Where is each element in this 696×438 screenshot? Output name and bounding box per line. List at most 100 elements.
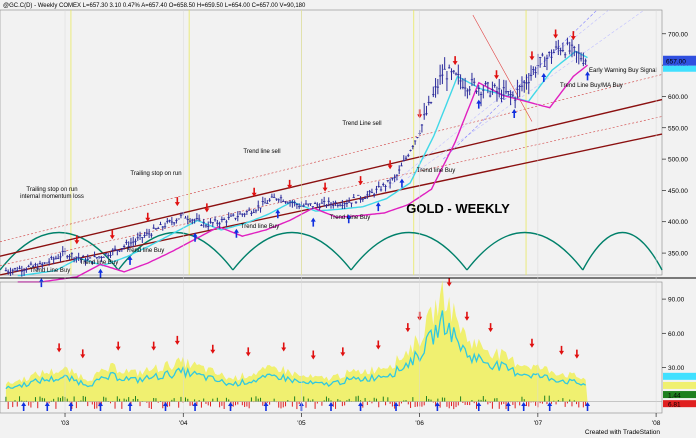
buy-signal-arrow [476,99,482,109]
osc-sell-arrow [375,340,381,350]
osc-sell-arrow [310,350,316,360]
buy-signal-arrow [399,178,405,188]
osc-buy-arrow [328,402,334,411]
sell-signal-arrow [109,230,115,240]
osc-sell-arrow [80,349,86,359]
annotation: Trailing stop on run [130,171,181,177]
sell-signal-arrow [174,197,180,207]
footer-credit: Created with TradeStation [585,429,661,436]
y-tick-label: 600.00 [668,94,688,101]
annotation-trailing-stop-internal-1: Trailing stop on run internal momentum lo… [20,187,84,200]
osc-buy-arrow [127,402,133,411]
osc-sell-arrow [559,345,565,355]
oscillator-frame [0,281,663,414]
osc-buy-arrow [68,402,74,411]
osc-buy-arrow [163,402,168,411]
osc-buy-arrow [228,402,234,411]
annotation: Trend line Buy [241,224,279,230]
buy-signal-arrow [310,217,316,227]
y-tick-label: 500.00 [668,157,688,164]
trend-channel-upper [0,98,663,257]
channel-dotted [0,116,663,266]
osc-sell-arrow [174,335,180,345]
sell-signal-arrow [494,70,499,80]
annotation: Trend Line Buy/MA Buy [560,83,623,89]
sell-signal-arrow [358,176,364,186]
sell-signal-arrow [570,31,576,41]
oscillator-line [5,310,586,390]
annotation: Trend line Buy [80,260,118,266]
osc-buy-arrow [393,402,399,411]
osc-buy-arrow [521,402,527,411]
last-price-label: 657.00 [666,59,686,66]
oscillator-panel: 90.00 60.00 30.00 1.44 6.81 '03 '04 '05 '06 '07 '0… [0,277,696,427]
osc-buy-arrow [21,402,27,411]
osc-buy-arrow [476,402,482,411]
osc-sell-arrow [210,344,216,354]
ma-badge [663,65,696,72]
header-text: @GC.C(D) - Weekly COMEX L=657.30 3.10 0.… [3,3,306,9]
fan-line [443,9,598,160]
osc-buy-arrow [585,402,591,411]
buy-signal-arrow [38,278,44,288]
osc-sell-arrow [405,323,411,333]
osc-value-badge [663,400,696,408]
osc-sell-arrow [245,347,251,357]
sell-signal-arrow [251,187,257,197]
osc-value-badge [663,381,696,389]
osc-y-tick-label: 60.00 [668,331,685,338]
x-tick-label: '03 [61,420,70,427]
buy-signal-arrow [127,255,133,265]
price-frame [0,9,663,276]
buy-signal-arrow [275,209,281,219]
y-tick-label: 400.00 [668,219,688,226]
x-tick-label: '07 [534,420,543,427]
channel-dotted [0,74,663,243]
fan-line [472,14,533,122]
fan-line [384,9,609,191]
osc-y-tick-label: 30.00 [668,365,685,372]
osc-sell-arrow [151,341,157,351]
osc-last-value: 1.44 [668,393,681,400]
price-panel: 700.00650.00600.00550.00500.00450.00400.… [0,9,696,288]
sell-signal-arrow [74,235,80,245]
y-tick-label: 550.00 [668,125,688,132]
annotation: Trend Line sell [342,121,381,127]
osc-sell-arrow [115,341,121,351]
annotation: Trend Line Buy [330,215,370,221]
sell-signal-arrow [145,212,151,222]
y-tick-label: 350.00 [668,251,688,258]
osc-buy-arrow [263,402,269,411]
sell-signal-arrow [322,182,328,192]
osc-y-tick-label: 90.00 [668,297,685,304]
sell-signal-arrow [553,29,559,39]
osc-sell-arrow [340,347,346,357]
buy-signal-arrow [541,72,547,82]
buy-signal-arrow [192,232,198,242]
osc-buy-arrow [97,402,103,411]
osc-buy-arrow [44,402,50,411]
y-tick-label: 700.00 [668,31,688,38]
buy-signal-arrow [97,268,103,278]
last-price-badge [663,55,696,66]
osc-sell-arrow [574,349,580,359]
osc-buy-arrow [192,402,198,411]
osc-sell-arrow [446,277,452,287]
osc-sell-arrow [488,323,494,333]
annotation: Trend Line Buy [30,268,70,274]
osc-last-value: 6.81 [668,402,681,409]
osc-sell-arrow [464,311,470,321]
osc-value-badge [663,391,696,399]
annotation: Trend line Buy [417,168,455,174]
osc-buy-arrow [434,402,440,411]
x-tick-label: '05 [297,420,306,427]
buy-signal-arrow [233,228,239,238]
buy-signal-arrow [585,71,591,81]
x-tick-label: '04 [179,420,188,427]
sell-signal-arrow [287,179,293,189]
osc-sell-arrow [529,338,535,348]
y-tick-label: 450.00 [668,188,688,195]
x-tick-label: '06 [415,420,424,427]
osc-sell-arrow [281,342,287,352]
